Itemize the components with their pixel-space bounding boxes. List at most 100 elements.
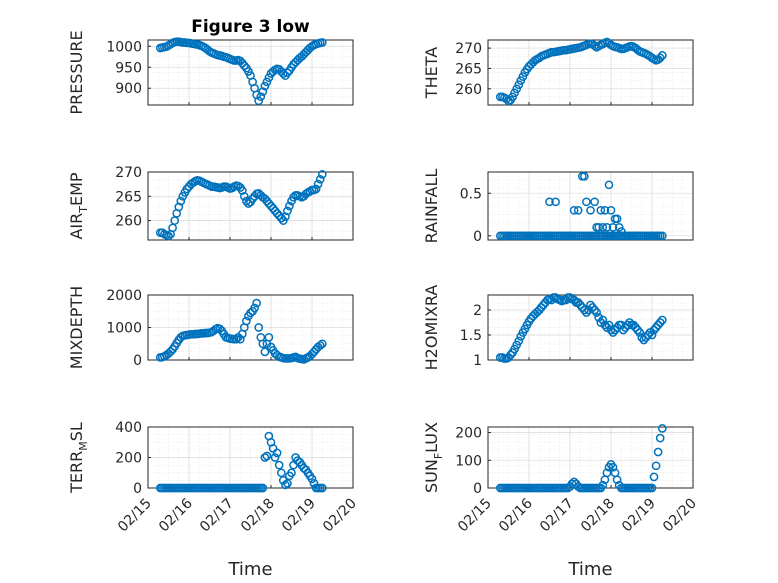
y-tick-label: 1.5 — [460, 328, 482, 344]
data-point — [182, 184, 192, 194]
data-point — [623, 320, 632, 330]
data-point — [657, 424, 667, 433]
data-point — [244, 67, 253, 76]
data-point — [614, 222, 624, 232]
y-tick-label: 0 — [473, 229, 482, 245]
data-point — [289, 192, 298, 202]
data-point — [166, 347, 175, 356]
data-point — [573, 205, 583, 215]
data-point — [508, 92, 517, 102]
data-point — [600, 320, 610, 330]
data-point — [252, 298, 261, 308]
data-point — [283, 206, 292, 216]
y-axis-label: PRESSURE — [67, 30, 86, 114]
x-tick-label: 02/20 — [320, 496, 360, 536]
y-tick-label: 1000 — [106, 321, 142, 337]
data-point — [635, 328, 645, 337]
data-point — [315, 174, 325, 184]
data-point — [604, 320, 614, 330]
data-point — [317, 339, 327, 349]
y-tick-label: 200 — [455, 426, 482, 442]
data-point — [260, 81, 270, 91]
y-tick-label: 270 — [455, 41, 482, 57]
data-point — [596, 205, 606, 215]
series-terr-msl — [155, 431, 327, 493]
data-point — [600, 205, 610, 215]
data-point — [276, 468, 286, 478]
data-point — [272, 208, 282, 218]
data-point — [283, 479, 292, 488]
data-point — [590, 305, 599, 315]
y-tick-label: 270 — [115, 165, 142, 181]
data-point — [260, 347, 270, 357]
data-point — [551, 197, 560, 207]
axes-border — [487, 294, 694, 361]
axes-border — [147, 171, 354, 241]
data-point — [598, 222, 608, 232]
data-point — [582, 197, 591, 207]
y-tick-label: 2000 — [106, 288, 142, 304]
x-tick-label: 02/18 — [578, 496, 618, 536]
y-tick-label: 1000 — [106, 39, 142, 55]
series-theta — [495, 37, 667, 106]
data-point — [514, 336, 524, 346]
data-point — [264, 199, 274, 208]
data-point — [274, 460, 284, 470]
y-axis-label: AIRTEMP — [67, 172, 90, 239]
subplot-air-temp: 260 265 270 AIRTEMP — [67, 165, 354, 241]
data-point — [651, 461, 661, 471]
data-point — [239, 61, 249, 70]
axes-border — [147, 39, 354, 106]
data-point — [612, 475, 622, 485]
data-point — [283, 68, 292, 78]
data-point — [250, 303, 259, 313]
data-point — [315, 341, 325, 350]
data-point — [608, 462, 618, 472]
x-tick-label: 02/17 — [537, 496, 577, 536]
y-axis-label: RAINFALL — [422, 169, 441, 244]
y-tick-label: 0 — [473, 481, 482, 497]
data-point — [281, 480, 290, 490]
data-point — [582, 308, 591, 317]
data-point — [317, 38, 327, 47]
data-point — [598, 480, 608, 490]
data-point — [657, 231, 667, 241]
subplot-sun-flux: 0 100 200 SUNFLUX 02/15 02/16 02/17 02/18 02/19 0… — [422, 422, 700, 580]
y-axis-label: H2OMIXRA — [422, 285, 441, 371]
y-tick-label: 260 — [455, 82, 482, 98]
data-point — [270, 453, 280, 462]
data-point — [272, 448, 282, 458]
data-point — [606, 205, 616, 215]
data-point — [518, 72, 528, 81]
data-point — [258, 483, 268, 493]
data-point — [231, 334, 241, 344]
data-point — [242, 316, 251, 326]
y-tick-label: 950 — [115, 60, 142, 76]
data-point — [237, 186, 247, 195]
series-mixdepth — [155, 298, 327, 364]
x-tick-label: 02/15 — [455, 496, 495, 536]
subplot-mixdepth: 0 1000 2000 MIXDEPTH — [67, 286, 354, 369]
data-point — [285, 201, 294, 211]
data-point — [653, 320, 663, 330]
data-point — [276, 213, 286, 223]
data-point — [307, 474, 317, 484]
y-tick-label: 0.5 — [460, 186, 482, 202]
data-point — [657, 51, 667, 60]
series-pressure — [155, 37, 327, 106]
data-point — [590, 197, 599, 207]
data-point — [569, 205, 579, 215]
y-tick-label: 100 — [455, 453, 482, 469]
y-tick-label: 2 — [473, 303, 482, 319]
series-rainfall — [495, 171, 667, 241]
y-tick-label: 900 — [115, 81, 142, 97]
data-point — [311, 184, 321, 194]
data-point — [653, 447, 663, 457]
data-point — [262, 77, 272, 87]
y-tick-label: 1 — [473, 353, 482, 369]
x-tick-label: 02/20 — [660, 496, 700, 536]
y-tick-label: 260 — [115, 214, 142, 230]
subplot-pressure: 900 950 1000 PRESSURE Figure 3 low — [67, 17, 354, 115]
data-point — [633, 325, 642, 335]
data-point — [260, 453, 270, 462]
